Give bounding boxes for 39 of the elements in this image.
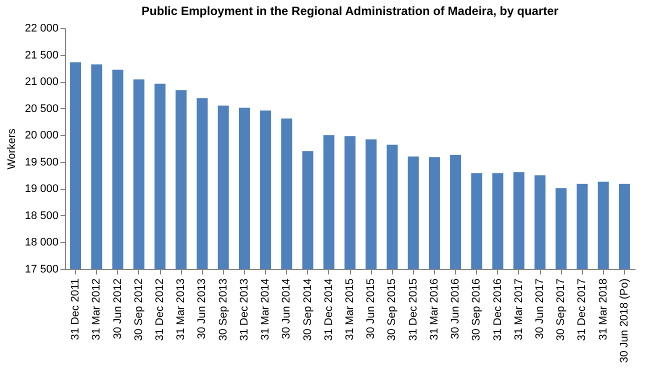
- x-tick-label: 31 Dec 2016: [492, 278, 504, 341]
- y-tick-label: 19 500: [24, 156, 58, 168]
- y-tick-label: 21 000: [24, 76, 58, 88]
- x-tick-label: 31 Mar 2016: [428, 278, 440, 340]
- y-tick-label: 20 000: [24, 130, 58, 142]
- x-tick-label: 31 Mar 2013: [175, 278, 188, 340]
- x-tick-label: 31 Dec 2014: [322, 278, 335, 341]
- x-tick-label: 31 Dec 2013: [238, 278, 250, 341]
- x-tick-label: 31 Dec 2017: [576, 278, 588, 341]
- y-tick-label: 21 500: [24, 49, 58, 62]
- x-tick-label: 30 Sep 2017: [555, 278, 568, 341]
- x-tick-label: 31 Mar 2017: [512, 278, 525, 340]
- x-tick-label: 30 Jun 2012: [112, 278, 124, 340]
- x-tick-label: 31 Mar 2015: [344, 278, 356, 340]
- y-tick-label: 17 500: [24, 264, 58, 276]
- x-tick-label: 30 Sep 2015: [386, 278, 398, 341]
- y-tick-label: 20 500: [24, 102, 58, 115]
- y-axis-title: Workers: [6, 128, 18, 170]
- x-tick-label: 31 Mar 2018: [597, 278, 610, 340]
- y-tick-label: 19 000: [24, 183, 58, 196]
- x-tick-label: 30 Sep 2012: [132, 278, 145, 341]
- x-tick-label: 30 Jun 2016: [450, 278, 462, 340]
- y-tick-label: 18 000: [24, 236, 58, 249]
- x-tick-label: 30 Jun 2014: [280, 278, 293, 340]
- y-tick-label: 22 000: [24, 22, 58, 34]
- x-tick-label: 30 Jun 2013: [196, 278, 208, 340]
- x-tick-label: 31 Dec 2015: [407, 278, 420, 341]
- x-tick-label: 30 Jun 2017: [534, 278, 546, 340]
- x-tick-label: 30 Sep 2016: [470, 278, 483, 341]
- x-tick-label: 31 Mar 2014: [260, 278, 272, 340]
- x-tick-label: 31 Dec 2011: [70, 278, 82, 340]
- y-tick-label: 18 500: [24, 210, 58, 222]
- x-tick-label: 30 Sep 2014: [302, 278, 314, 341]
- x-tick-label: 30 Sep 2013: [217, 278, 230, 341]
- x-tick-label: 30 Jun 2018 (Po): [618, 278, 630, 363]
- x-tick-label: 30 Jun 2015: [365, 278, 378, 340]
- x-tick-label: 31 Mar 2012: [90, 278, 103, 340]
- x-tick-label: 31 Dec 2012: [154, 278, 166, 341]
- chart-title: Public Employment in the Regional Administration of Madeira, by quarter: [142, 4, 559, 18]
